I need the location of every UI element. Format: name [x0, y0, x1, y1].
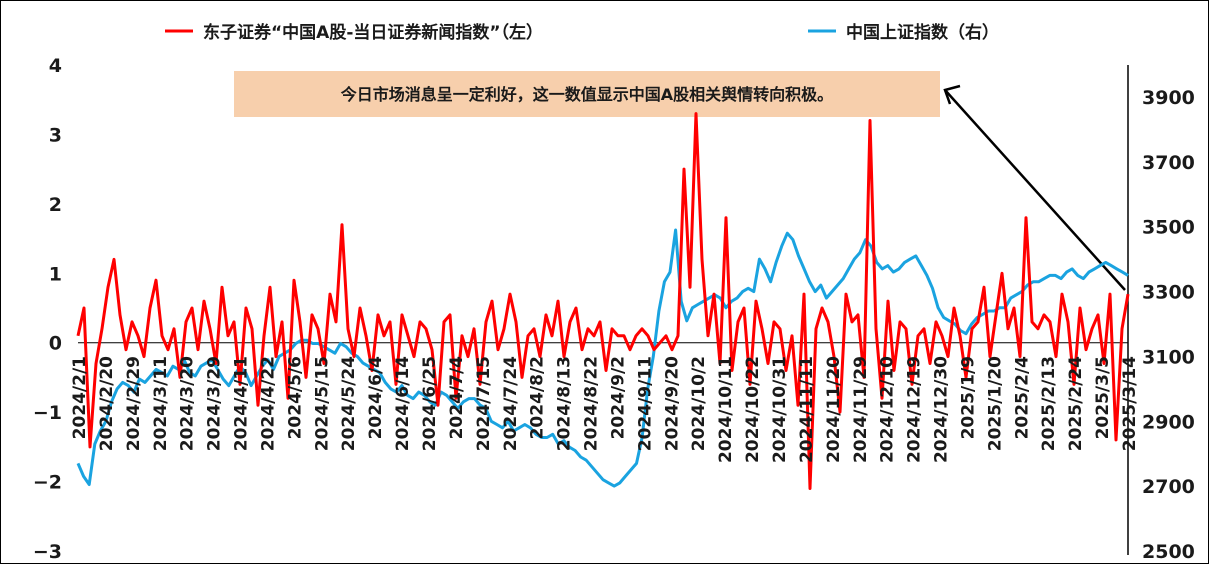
x-axis-tick-label: 2024/10/22: [743, 356, 763, 463]
left-axis-tick-label: 4: [49, 55, 62, 77]
x-axis-tick-label: 2024/7/4: [447, 356, 467, 440]
x-axis-tick-label: 2024/2/1: [70, 356, 90, 439]
x-axis-tick-label: 2024/9/20: [662, 356, 682, 451]
x-axis-tick-label: 2024/8/13: [555, 356, 575, 451]
x-axis-tick-label: 2024/2/29: [124, 356, 144, 451]
series-line: [76, 112, 1130, 490]
legend: 东子证券“中国A股-当日证券新闻指数”（左） 中国上证指数（右）: [165, 22, 999, 43]
left-axis-tick-label: 1: [49, 263, 62, 285]
x-axis-tick-label: 2024/12/10: [878, 356, 898, 463]
x-axis-tick-label: 2024/9/11: [635, 356, 655, 451]
right-axis-tick-label: 3300: [1142, 282, 1195, 304]
x-axis-tick-label: 2024/2/20: [97, 356, 117, 451]
left-axis-tick-label: −2: [33, 472, 62, 494]
x-axis-tick-label: 2024/10/2: [689, 356, 709, 451]
legend-label-right: 中国上证指数（右）: [846, 22, 999, 43]
x-axis-tick-label: 2024/10/11: [716, 356, 736, 463]
right-axis-tick-label: 3700: [1142, 152, 1195, 174]
right-axis-tick-label: 2900: [1142, 411, 1195, 433]
left-axis-tick-label: 0: [49, 333, 62, 355]
x-axis-tick-label: 2024/5/6: [285, 356, 305, 439]
x-axis-tick-label: 2025/1/9: [958, 356, 978, 439]
right-axis-tick-label: 2500: [1142, 541, 1195, 563]
x-axis-tick-label: 2024/5/15: [312, 356, 332, 451]
x-axis-tick-labels: 2024/2/1 2024/2/20 2024/2/29 2024/3/11 2024/…: [70, 356, 1140, 463]
series-news-index: [76, 112, 1130, 490]
x-axis-tick-label: 2024/6/25: [420, 356, 440, 451]
x-axis-tick-label: 2024/11/11: [797, 356, 817, 463]
annotation-text: 今日市场消息呈一定利好，这一数值显示中国A股相关舆情转向积极。: [340, 85, 833, 104]
x-axis-tick-label: 2024/8/2: [528, 356, 548, 439]
x-axis-tick-label: 2024/7/24: [501, 356, 521, 451]
x-axis-tick-label: 2024/4/11: [232, 356, 252, 451]
x-axis-tick-label: 2024/6/4: [366, 356, 386, 440]
right-axis-tick-label: 2700: [1142, 476, 1195, 498]
x-axis-tick-label: 2024/10/31: [770, 356, 790, 463]
x-axis-tick-label: 2025/2/13: [1039, 356, 1059, 451]
right-axis-tick-label: 3900: [1142, 87, 1195, 109]
x-axis-tick-label: 2024/11/20: [824, 356, 844, 463]
x-axis-tick-label: 2024/3/29: [205, 356, 225, 451]
x-axis-tick-label: 2024/9/2: [608, 356, 628, 439]
x-axis-tick-label: 2024/12/30: [932, 356, 952, 463]
legend-label-left: 东子证券“中国A股-当日证券新闻指数”（左）: [203, 22, 543, 43]
annotation-box: [234, 71, 940, 117]
x-axis-tick-label: 2025/2/24: [1066, 356, 1086, 451]
right-axis-tick-label: 3500: [1142, 217, 1195, 239]
x-axis-tick-label: 2024/4/22: [258, 356, 278, 451]
annotation-arrow-line: [944, 89, 1126, 291]
left-axis-tick-label: −1: [33, 402, 62, 424]
left-axis-tick-label: 2: [49, 194, 62, 216]
x-axis-tick-label: 2025/3/14: [1120, 356, 1140, 451]
x-axis-tick-label: 2024/8/22: [582, 356, 602, 451]
x-axis-tick-label: 2024/3/11: [151, 356, 171, 451]
x-axis-tick-label: 2024/5/24: [339, 356, 359, 451]
x-axis-tick-label: 2025/3/5: [1093, 356, 1113, 439]
x-axis-tick-label: 2024/3/20: [178, 356, 198, 451]
x-axis-tick-label: 2025/1/20: [985, 356, 1005, 451]
x-axis-tick-label: 2024/12/19: [905, 356, 925, 463]
left-axis-tick-label: 3: [49, 124, 62, 146]
right-axis-tick-label: 3100: [1142, 346, 1195, 368]
x-axis-tick-label: 2024/11/29: [851, 356, 871, 463]
x-axis-tick-label: 2024/6/14: [393, 356, 413, 451]
left-axis-tick-label: −3: [33, 541, 62, 563]
x-axis-tick-label: 2024/7/15: [474, 356, 494, 451]
right-axis: 3900 3700 3500 3300 3100 2900 2700 2500: [1127, 65, 1195, 563]
annotation-arrowhead: [943, 84, 961, 105]
x-axis-tick-label: 2025/2/4: [1012, 356, 1032, 440]
annotation: 今日市场消息呈一定利好，这一数值显示中国A股相关舆情转向积极。: [234, 71, 1126, 291]
